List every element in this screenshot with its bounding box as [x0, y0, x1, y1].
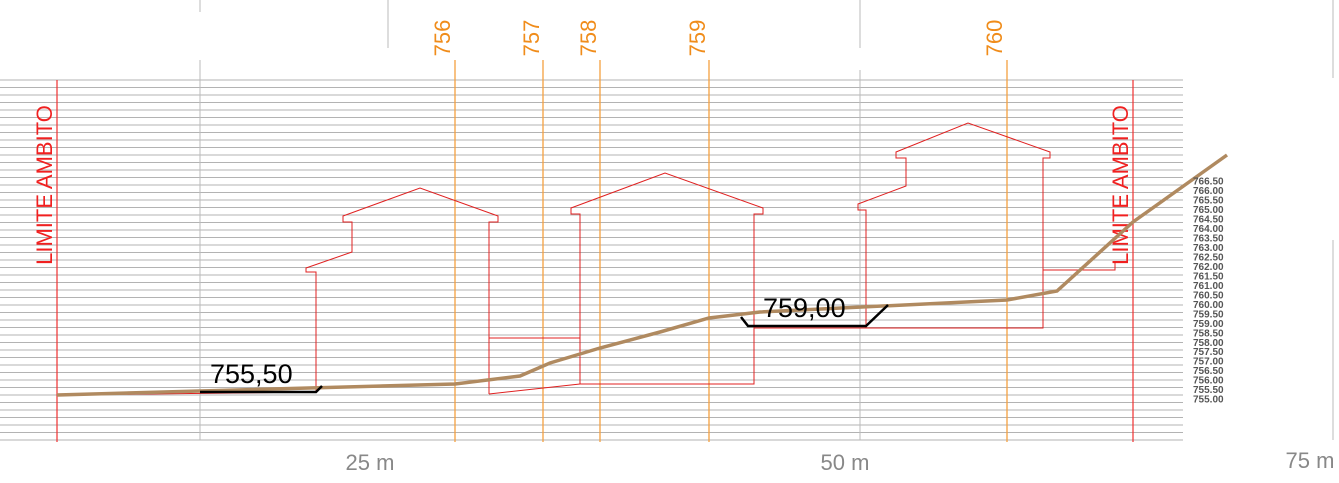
elevation-labels: 766.50766.00765.50765.00764.50764.00763.… — [1193, 177, 1224, 406]
elevation-label: 759.50 — [1193, 309, 1224, 320]
elevation-label: 765.50 — [1193, 196, 1224, 207]
building — [1043, 262, 1116, 271]
building — [488, 383, 581, 395]
section-label: 758 — [576, 20, 601, 57]
terrain-profile — [56, 153, 1229, 397]
elevation-label: 762.00 — [1193, 262, 1224, 273]
elevation-label: 765.00 — [1193, 205, 1224, 216]
elevation-label: 764.50 — [1193, 215, 1224, 226]
building — [570, 172, 764, 385]
axis-label: 25 m — [346, 450, 395, 475]
axis: 25 m 50 m 75 m — [346, 448, 1335, 475]
level-markers: 755,50 759,00 — [200, 293, 889, 394]
level-marker — [200, 385, 323, 394]
section-label: 757 — [519, 20, 544, 57]
axis-label: 75 m — [1286, 448, 1335, 473]
elevation-label: 766.50 — [1193, 177, 1224, 188]
limits: LIMITE AMBITO LIMITE AMBITO — [32, 80, 1134, 442]
vertical-guides — [199, 0, 1334, 440]
section-lines — [454, 60, 1008, 442]
section-label: 759 — [685, 20, 710, 57]
elevation-label: 761.00 — [1193, 281, 1224, 292]
grid — [0, 79, 1183, 441]
limit-label: LIMITE AMBITO — [32, 105, 57, 265]
elevation-label: 760.50 — [1193, 290, 1224, 301]
building — [305, 187, 499, 394]
elevation-label: 757.50 — [1193, 347, 1224, 358]
elevation-label: 758.50 — [1193, 328, 1224, 339]
elevation-label: 758.00 — [1193, 338, 1224, 349]
elevation-label: 756.00 — [1193, 376, 1224, 387]
section-label: 760 — [982, 20, 1007, 57]
elevation-label: 763.00 — [1193, 243, 1224, 254]
elevation-label: 757.00 — [1193, 357, 1224, 368]
level-label: 759,00 — [763, 293, 846, 323]
elevation-label: 760.00 — [1193, 300, 1224, 311]
section-labels: 756 757 758 759 760 — [430, 20, 1007, 57]
elevation-label: 763.50 — [1193, 234, 1224, 245]
elevation-label: 764.00 — [1193, 224, 1224, 235]
elevation-label: 761.50 — [1193, 271, 1224, 282]
limit-label: LIMITE AMBITO — [1108, 105, 1133, 265]
elevation-label: 759.00 — [1193, 319, 1224, 330]
axis-label: 50 m — [821, 450, 870, 475]
building — [754, 122, 1051, 329]
elevation-label: 755.50 — [1193, 385, 1224, 396]
section-label: 756 — [430, 20, 455, 57]
elevation-label: 755.00 — [1193, 395, 1224, 406]
elevation-label: 766.00 — [1193, 186, 1224, 197]
level-marker — [740, 304, 889, 328]
elevation-label: 762.50 — [1193, 252, 1224, 263]
buildings — [56, 122, 1116, 396]
elevation-label: 756.50 — [1193, 366, 1224, 377]
level-label: 755,50 — [210, 359, 293, 389]
